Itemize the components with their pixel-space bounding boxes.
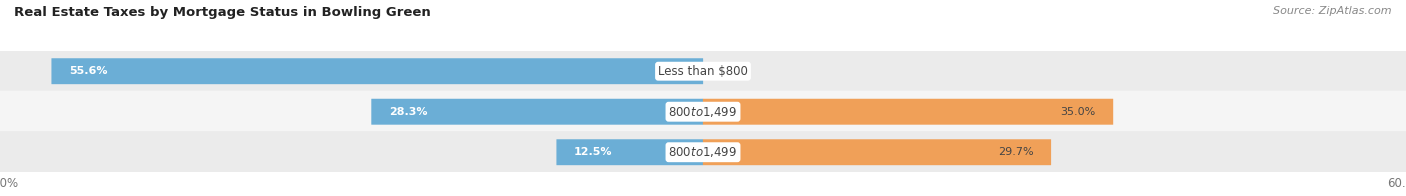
FancyBboxPatch shape bbox=[0, 131, 1406, 173]
Text: 29.7%: 29.7% bbox=[998, 147, 1033, 157]
FancyBboxPatch shape bbox=[371, 99, 703, 125]
Text: 28.3%: 28.3% bbox=[389, 107, 427, 117]
FancyBboxPatch shape bbox=[703, 139, 1052, 165]
Text: 0.0%: 0.0% bbox=[714, 66, 742, 76]
Text: 35.0%: 35.0% bbox=[1060, 107, 1095, 117]
Text: Real Estate Taxes by Mortgage Status in Bowling Green: Real Estate Taxes by Mortgage Status in … bbox=[14, 6, 430, 19]
FancyBboxPatch shape bbox=[557, 139, 703, 165]
FancyBboxPatch shape bbox=[0, 91, 1406, 133]
FancyBboxPatch shape bbox=[52, 58, 703, 84]
Text: Less than $800: Less than $800 bbox=[658, 65, 748, 78]
Text: $800 to $1,499: $800 to $1,499 bbox=[668, 105, 738, 119]
Text: Source: ZipAtlas.com: Source: ZipAtlas.com bbox=[1274, 6, 1392, 16]
Text: 55.6%: 55.6% bbox=[69, 66, 108, 76]
Text: $800 to $1,499: $800 to $1,499 bbox=[668, 145, 738, 159]
Text: 12.5%: 12.5% bbox=[574, 147, 613, 157]
FancyBboxPatch shape bbox=[703, 99, 1114, 125]
FancyBboxPatch shape bbox=[0, 50, 1406, 92]
